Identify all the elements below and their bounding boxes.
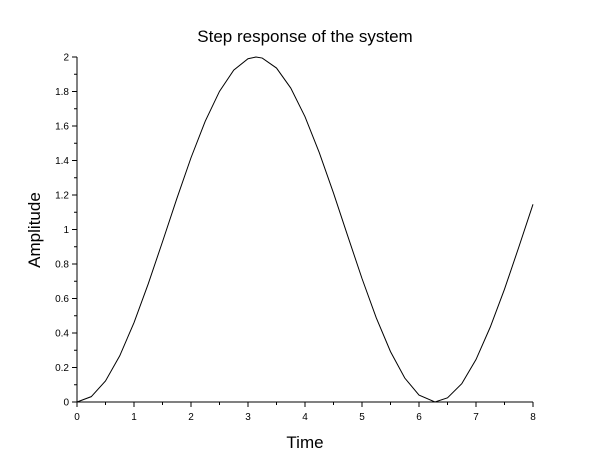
y-axis-label: Amplitude: [25, 192, 44, 268]
series-line-step-response: [76, 56, 534, 403]
x-tick-label: 0: [74, 412, 80, 423]
x-tick-label: 1: [131, 412, 137, 423]
x-tick-label: 3: [245, 412, 251, 423]
y-tick-label: 1.6: [55, 122, 69, 133]
y-tick-label: 0.2: [55, 363, 69, 374]
y-tick-label: 1.2: [55, 191, 69, 202]
y-tick-label: 0.4: [55, 329, 69, 340]
y-tick-label: 1.4: [55, 156, 69, 167]
x-tick-label: 5: [359, 412, 365, 423]
y-tick-label: 0.6: [55, 294, 69, 305]
x-tick-label: 8: [530, 412, 536, 423]
y-tick-label: 0: [63, 398, 69, 409]
x-axis-ticks: 0 1 2 3 4 5 6 7 8: [74, 402, 536, 423]
y-tick-label: 2: [63, 53, 69, 64]
y-tick-label: 0.8: [55, 260, 69, 271]
y-axis-ticks: 0 0.2 0.4 0.6 0.8 1 1.2 1.4 1.6 1.8 2: [55, 53, 77, 409]
x-tick-label: 6: [416, 412, 422, 423]
x-tick-label: 2: [188, 412, 194, 423]
y-tick-label: 1.8: [55, 87, 69, 98]
chart-title: Step response of the system: [197, 27, 412, 46]
x-tick-label: 7: [473, 412, 479, 423]
y-tick-label: 1: [63, 225, 69, 236]
x-tick-label: 4: [302, 412, 308, 423]
x-axis-label: Time: [286, 433, 323, 452]
